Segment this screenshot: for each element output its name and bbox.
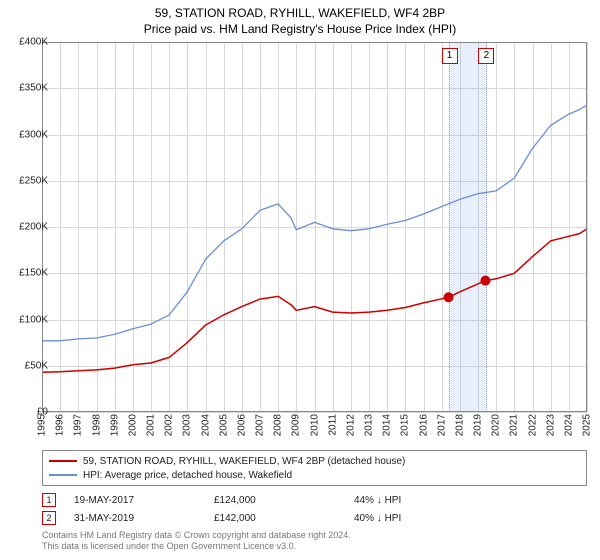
legend-label: 59, STATION ROAD, RYHILL, WAKEFIELD, WF4… bbox=[83, 456, 405, 467]
x-tick-label: 2008 bbox=[273, 414, 284, 436]
x-tick-label: 2004 bbox=[200, 414, 211, 436]
x-tick-label: 2011 bbox=[327, 414, 338, 436]
x-tick-label: 2017 bbox=[436, 414, 447, 436]
x-tick-label: 2009 bbox=[291, 414, 302, 436]
chart-subtitle: Price paid vs. HM Land Registry's House … bbox=[0, 22, 600, 38]
sale-row-marker: 2 bbox=[42, 511, 56, 525]
x-tick-label: 2016 bbox=[418, 414, 429, 436]
x-tick-label: 1998 bbox=[91, 414, 102, 436]
sale-row-marker: 1 bbox=[42, 493, 56, 507]
y-tick-label: £50K bbox=[8, 360, 48, 371]
x-tick-label: 2018 bbox=[454, 414, 465, 436]
x-tick-label: 2002 bbox=[164, 414, 175, 436]
legend-item: HPI: Average price, detached house, Wake… bbox=[49, 468, 580, 482]
x-tick-label: 2006 bbox=[236, 414, 247, 436]
chart-lines bbox=[42, 42, 587, 412]
sale-marker-flag: 1 bbox=[442, 48, 458, 64]
sale-price: £124,000 bbox=[214, 495, 354, 506]
x-tick-label: 1999 bbox=[109, 414, 120, 436]
x-tick-label: 1997 bbox=[73, 414, 84, 436]
x-tick-label: 2012 bbox=[345, 414, 356, 436]
sale-point bbox=[444, 292, 454, 302]
sale-date: 19-MAY-2017 bbox=[74, 495, 214, 506]
x-tick-label: 2001 bbox=[146, 414, 157, 436]
x-tick-label: 2010 bbox=[309, 414, 320, 436]
sale-row: 2 31-MAY-2019£142,00040% ↓ HPI bbox=[42, 510, 587, 526]
attribution: Contains HM Land Registry data © Crown c… bbox=[42, 530, 587, 552]
legend-swatch bbox=[49, 474, 77, 476]
attribution-line1: Contains HM Land Registry data © Crown c… bbox=[42, 530, 587, 541]
x-tick-label: 1995 bbox=[37, 414, 48, 436]
sale-summary: 1 19-MAY-2017£124,00044% ↓ HPI 2 31-MAY-201… bbox=[42, 490, 587, 526]
x-tick-label: 2022 bbox=[527, 414, 538, 436]
x-tick-label: 2023 bbox=[545, 414, 556, 436]
x-tick-label: 2015 bbox=[400, 414, 411, 436]
sale-marker-flag: 2 bbox=[478, 48, 494, 64]
y-tick-label: £100K bbox=[8, 314, 48, 325]
gridline-v bbox=[587, 42, 588, 412]
gridline-h bbox=[42, 412, 587, 413]
sale-delta: 40% ↓ HPI bbox=[354, 513, 494, 524]
sale-date: 31-MAY-2019 bbox=[74, 513, 214, 524]
x-tick-label: 2019 bbox=[473, 414, 484, 436]
plot-area: 12 bbox=[42, 42, 587, 412]
x-tick-label: 2000 bbox=[127, 414, 138, 436]
x-tick-label: 2021 bbox=[509, 414, 520, 436]
legend-item: 59, STATION ROAD, RYHILL, WAKEFIELD, WF4… bbox=[49, 454, 580, 468]
chart-title-block: 59, STATION ROAD, RYHILL, WAKEFIELD, WF4… bbox=[0, 0, 600, 37]
x-tick-label: 2005 bbox=[218, 414, 229, 436]
x-tick-label: 2013 bbox=[364, 414, 375, 436]
series-line-property_price bbox=[42, 229, 587, 372]
sale-price: £142,000 bbox=[214, 513, 354, 524]
x-tick-label: 2014 bbox=[382, 414, 393, 436]
x-tick-label: 2003 bbox=[182, 414, 193, 436]
sale-delta: 44% ↓ HPI bbox=[354, 495, 494, 506]
y-tick-label: £400K bbox=[8, 37, 48, 48]
sale-point bbox=[480, 276, 490, 286]
price-chart: 59, STATION ROAD, RYHILL, WAKEFIELD, WF4… bbox=[0, 0, 600, 560]
sale-row: 1 19-MAY-2017£124,00044% ↓ HPI bbox=[42, 492, 587, 508]
y-tick-label: £300K bbox=[8, 129, 48, 140]
x-tick-label: 2007 bbox=[255, 414, 266, 436]
x-tick-label: 2020 bbox=[491, 414, 502, 436]
legend-label: HPI: Average price, detached house, Wake… bbox=[83, 470, 292, 481]
y-tick-label: £350K bbox=[8, 83, 48, 94]
x-tick-label: 1996 bbox=[55, 414, 66, 436]
chart-title: 59, STATION ROAD, RYHILL, WAKEFIELD, WF4… bbox=[0, 6, 600, 22]
y-tick-label: £200K bbox=[8, 222, 48, 233]
y-tick-label: £250K bbox=[8, 175, 48, 186]
series-line-hpi bbox=[42, 105, 587, 341]
y-tick-label: £150K bbox=[8, 268, 48, 279]
legend: 59, STATION ROAD, RYHILL, WAKEFIELD, WF4… bbox=[42, 450, 587, 486]
x-tick-label: 2024 bbox=[563, 414, 574, 436]
attribution-line2: This data is licensed under the Open Gov… bbox=[42, 541, 587, 552]
legend-swatch bbox=[49, 460, 77, 462]
x-tick-label: 2025 bbox=[582, 414, 593, 436]
